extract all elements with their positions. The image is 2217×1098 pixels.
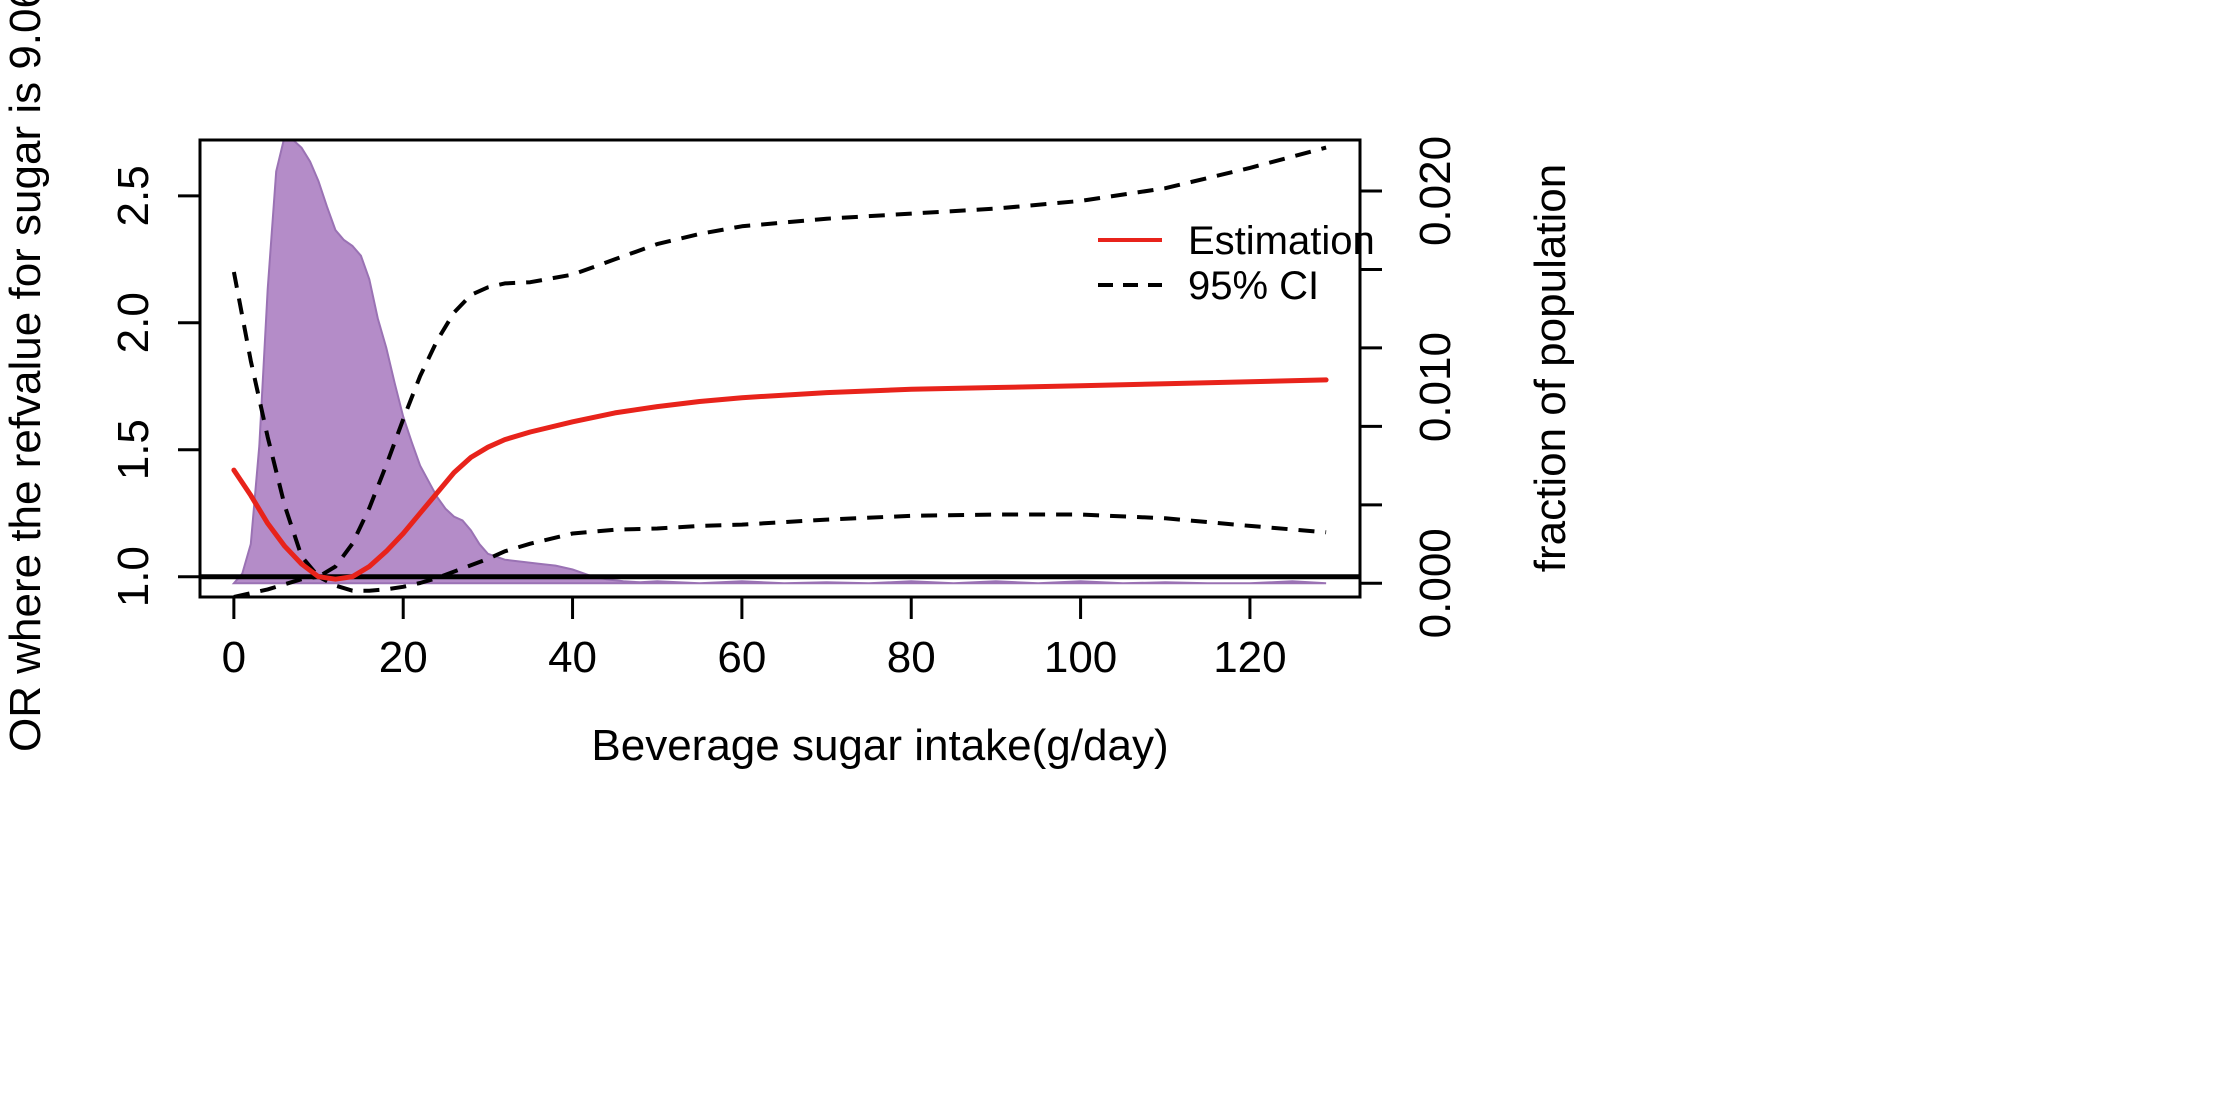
y-tick-label: 1.0 [109,546,158,607]
y-axis-right: 0.000 0.010 0.020 [1358,136,1460,638]
y-axis-label: OR where the refvalue for sugar is 9.06 [1,0,50,752]
x-tick-label: 100 [1044,633,1117,682]
y-axis-left: 1.0 1.5 2.0 2.5 [109,165,202,607]
legend-label-ci: 95% CI [1188,264,1319,308]
x-tick-label: 20 [379,633,428,682]
x-tick-label: 40 [548,633,597,682]
y-tick-label: 2.0 [109,292,158,353]
density-layer [231,140,1327,585]
y2-tick-label: 0.000 [1411,528,1460,638]
series-95-ci-upper [231,145,1327,579]
legend: Estimation 95% CI [1098,219,1375,308]
y-tick-label: 2.5 [109,165,158,226]
legend-label-estimation: Estimation [1188,219,1375,263]
series-estimation [231,377,1329,582]
y2-tick-label: 0.010 [1411,332,1460,442]
x-axis-label: Beverage sugar intake(g/day) [591,721,1168,770]
x-tick-label: 60 [717,633,766,682]
series-layer [231,145,1329,597]
x-tick-label: 0 [222,633,246,682]
x-axis: 0 20 40 60 80 100 120 [222,595,1287,682]
density-area [231,140,1327,585]
y2-axis-label: fraction of population [1526,164,1575,573]
x-tick-label: 120 [1213,633,1286,682]
y2-tick-label: 0.020 [1411,136,1460,246]
y-tick-label: 1.5 [109,419,158,480]
x-tick-label: 80 [887,633,936,682]
